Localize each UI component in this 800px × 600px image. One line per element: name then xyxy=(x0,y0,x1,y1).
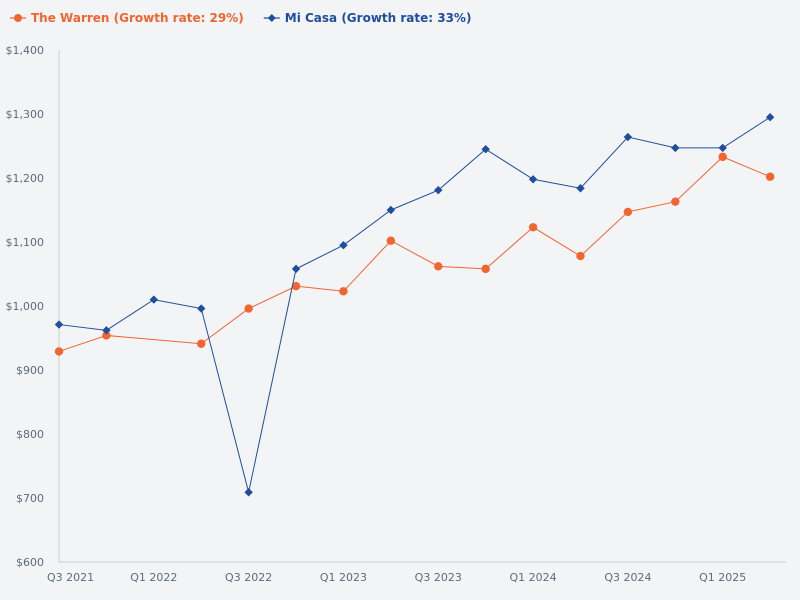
data-point[interactable] xyxy=(671,197,680,206)
x-tick-label: Q1 2024 xyxy=(510,571,557,584)
data-point[interactable] xyxy=(434,262,443,271)
data-point[interactable] xyxy=(765,113,775,122)
data-point[interactable] xyxy=(481,264,490,274)
data-point[interactable] xyxy=(386,236,396,245)
data-point[interactable] xyxy=(102,331,111,340)
data-point[interactable] xyxy=(102,326,111,335)
data-point[interactable] xyxy=(197,304,206,313)
legend-item-2[interactable]: Mi Casa (Growth rate: 33%) xyxy=(263,11,472,25)
legend-diamond-icon xyxy=(267,14,276,22)
data-point[interactable] xyxy=(197,339,206,348)
data-point[interactable] xyxy=(623,207,633,217)
y-tick-label: $1,400 xyxy=(6,44,45,57)
data-point[interactable] xyxy=(339,287,348,296)
legend-circle-icon xyxy=(14,14,22,22)
x-tick-label: Q1 2025 xyxy=(699,571,746,584)
y-tick-label: $700 xyxy=(16,492,44,505)
series-line xyxy=(58,116,771,493)
data-point[interactable] xyxy=(244,488,253,497)
y-axis-ticks: $600 $700 $800 $900 $1,000 $1,100 $1,200 $1,300… xyxy=(6,44,45,569)
legend-label: Mi Casa (Growth rate: 33%) xyxy=(285,11,472,25)
data-point[interactable] xyxy=(291,281,301,291)
legend-label: The Warren (Growth rate: 29%) xyxy=(31,11,244,25)
series-line xyxy=(58,156,771,352)
x-tick-label: Q1 2023 xyxy=(320,571,367,584)
series-layer xyxy=(54,113,775,497)
data-point[interactable] xyxy=(528,223,538,232)
x-tick-label: Q3 2022 xyxy=(225,571,272,584)
data-point[interactable] xyxy=(434,185,443,195)
legend: The Warren (Growth rate: 29%) Mi Casa (Gr… xyxy=(10,11,471,25)
data-point[interactable] xyxy=(54,320,64,329)
data-point[interactable] xyxy=(149,295,159,304)
data-point[interactable] xyxy=(54,347,64,356)
data-point[interactable] xyxy=(386,205,396,215)
legend-item-1[interactable]: The Warren (Growth rate: 29%) xyxy=(10,11,244,25)
data-point[interactable] xyxy=(765,172,775,181)
y-tick-label: $1,100 xyxy=(6,236,45,249)
x-tick-label: Q3 2024 xyxy=(604,571,651,584)
x-axis-ticks: Q3 2021 Q1 2022 Q3 2022 Q1 2023 Q3 2023 Q1 20… xyxy=(47,571,746,584)
data-point[interactable] xyxy=(481,145,490,154)
series-1 xyxy=(54,152,775,356)
y-tick-label: $1,300 xyxy=(6,108,45,121)
data-point[interactable] xyxy=(339,241,348,250)
data-point[interactable] xyxy=(576,184,585,193)
x-tick-label: Q1 2022 xyxy=(130,571,177,584)
y-tick-label: $800 xyxy=(16,428,44,441)
data-point[interactable] xyxy=(291,264,301,274)
x-tick-label: Q3 2023 xyxy=(415,571,462,584)
data-point[interactable] xyxy=(576,251,585,261)
data-point[interactable] xyxy=(671,143,680,153)
data-point[interactable] xyxy=(718,143,727,153)
data-point[interactable] xyxy=(244,304,253,313)
data-point[interactable] xyxy=(623,132,633,142)
y-tick-label: $1,000 xyxy=(6,300,45,313)
x-tick-label: Q3 2021 xyxy=(47,571,94,584)
y-tick-label: $600 xyxy=(16,556,44,569)
y-tick-label: $900 xyxy=(16,364,44,377)
data-point[interactable] xyxy=(528,175,538,184)
data-point[interactable] xyxy=(718,152,727,162)
y-tick-label: $1,200 xyxy=(6,172,45,185)
series-2 xyxy=(54,113,775,497)
